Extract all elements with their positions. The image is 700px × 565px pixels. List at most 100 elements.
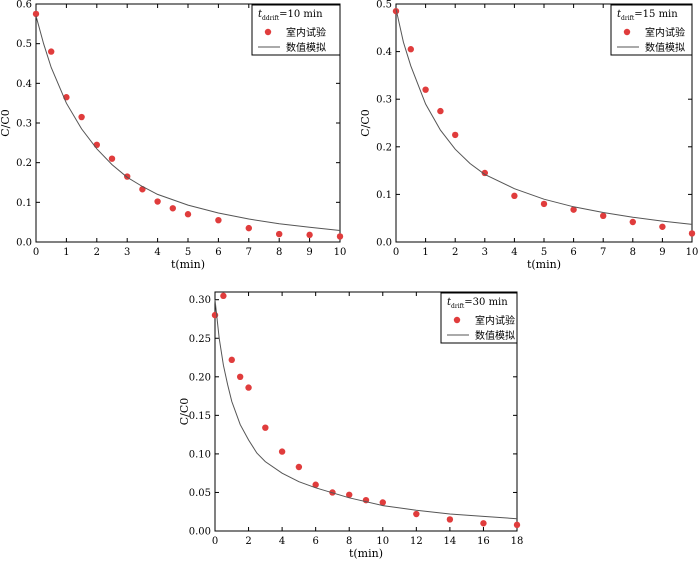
x-tick-label: 9 xyxy=(306,247,312,258)
x-axis-label: t(min) xyxy=(527,258,561,271)
x-tick-label: 6 xyxy=(312,536,318,547)
experiment-point xyxy=(278,448,286,455)
experiment-point xyxy=(688,230,696,237)
x-tick-label: 4 xyxy=(511,247,517,258)
y-tick-label: 0.0 xyxy=(16,238,32,249)
x-tick-label: 14 xyxy=(444,536,457,547)
experiment-point xyxy=(346,491,353,498)
experiment-point xyxy=(513,521,521,529)
y-tick-label: 0.30 xyxy=(189,295,211,306)
x-tick-label: 16 xyxy=(477,536,490,547)
chart-panel-2: 0 1 2 3 4 5 6 7 8 9 10 0.0 0.1 0.2 0.3 0.4 0.5 t(min) C/C0… xyxy=(359,0,698,271)
legend-title: tdrift=30 min xyxy=(447,297,508,310)
legend-title: tddrift=10 min xyxy=(258,9,323,22)
y-tick-label: 0.25 xyxy=(189,334,211,345)
x-tick-label: 10 xyxy=(376,536,389,547)
x-tick-label: 12 xyxy=(410,536,423,547)
experiment-point xyxy=(422,86,429,93)
x-tick-label: 3 xyxy=(124,247,130,258)
simulation-curve xyxy=(395,8,693,225)
x-tick-label: 8 xyxy=(630,247,636,258)
experiment-point xyxy=(169,205,176,212)
experiment-point xyxy=(32,10,40,18)
y-tick-label: 0.5 xyxy=(16,39,32,50)
y-tick-label: 0.0 xyxy=(376,238,392,249)
experiment-point xyxy=(407,46,414,53)
legend-title-sub: ddrift xyxy=(262,15,280,22)
x-tick-label: 2 xyxy=(452,247,458,258)
x-tick-label: 1 xyxy=(422,247,428,258)
legend-title-sub: drift xyxy=(621,15,635,22)
experiment-point xyxy=(446,516,454,523)
experiment-point xyxy=(154,198,161,205)
x-tick-label: 0 xyxy=(33,247,39,258)
x-tick-label: 6 xyxy=(215,247,221,258)
x-tick-label: 0 xyxy=(212,536,218,547)
legend-marker-experiment xyxy=(264,28,272,36)
x-tick-label: 18 xyxy=(511,536,524,547)
experiment-point xyxy=(540,200,548,208)
experiment-point xyxy=(379,499,386,506)
legend-title: tdrift=15 min xyxy=(617,9,678,22)
x-tick-label: 5 xyxy=(541,247,547,258)
simulation-curve xyxy=(35,15,341,231)
legend-label-simulation: 数值模拟 xyxy=(475,329,515,342)
y-tick-label: 0.5 xyxy=(376,0,392,11)
experiment-point xyxy=(413,510,420,518)
experiment-point xyxy=(184,211,192,218)
experiment-point xyxy=(262,424,269,431)
legend-marker-experiment xyxy=(623,28,631,36)
experiment-point xyxy=(306,231,313,239)
x-axis-label: t(min) xyxy=(349,547,383,560)
x-tick-label: 1 xyxy=(63,247,69,258)
experiment-point xyxy=(312,481,319,488)
y-tick-label: 0.00 xyxy=(189,527,211,538)
experiment-point xyxy=(629,218,636,226)
legend-title-var: t xyxy=(447,297,452,308)
experiment-point xyxy=(336,233,344,240)
legend-marker-experiment xyxy=(453,316,461,324)
experiment-point xyxy=(48,48,55,55)
legend-title-var: t xyxy=(258,9,263,20)
y-tick-label: 0.6 xyxy=(16,0,32,11)
legend-label-simulation: 数值模拟 xyxy=(286,41,326,54)
y-tick-label: 0.10 xyxy=(189,449,211,460)
experiment-point xyxy=(93,141,101,149)
y-tick-label: 0.15 xyxy=(189,411,211,422)
y-tick-label: 0.4 xyxy=(376,47,392,58)
x-tick-label: 10 xyxy=(686,247,699,258)
plot-frame xyxy=(214,291,518,532)
experiment-point xyxy=(481,169,488,177)
experiment-point xyxy=(570,206,577,213)
y-tick-label: 0.05 xyxy=(189,488,211,499)
y-axis-label: C/C0 xyxy=(178,398,191,426)
x-tick-label: 2 xyxy=(94,247,100,258)
y-axis-label: C/C0 xyxy=(0,109,12,137)
x-tick-label: 8 xyxy=(276,247,282,258)
x-tick-label: 2 xyxy=(245,536,251,547)
x-tick-label: 10 xyxy=(334,247,347,258)
x-tick-label: 4 xyxy=(279,536,285,547)
experiment-point xyxy=(392,7,400,15)
experiment-point xyxy=(245,384,252,391)
experiment-point xyxy=(220,292,227,300)
y-tick-label: 0.1 xyxy=(16,198,32,209)
experiment-point xyxy=(452,131,459,139)
x-tick-label: 0 xyxy=(393,247,399,258)
experiment-point xyxy=(600,212,607,220)
y-tick-label: 0.2 xyxy=(376,142,392,153)
y-tick-label: 0.20 xyxy=(189,372,211,383)
x-tick-label: 7 xyxy=(246,247,252,258)
experiment-point xyxy=(228,356,235,364)
legend-label-experiment: 室内试验 xyxy=(645,26,685,39)
y-tick-label: 0.2 xyxy=(16,158,32,169)
chart-panel-3: 0 2 4 6 8 10 12 14 16 18 0.00 0.05 0.10 0.15 0.20 0.25 0… xyxy=(178,291,524,560)
experiment-point xyxy=(437,107,444,115)
experiment-point xyxy=(659,223,666,230)
x-tick-label: 3 xyxy=(482,247,488,258)
legend-title-var: t xyxy=(617,9,622,20)
y-tick-label: 0.3 xyxy=(376,95,392,106)
